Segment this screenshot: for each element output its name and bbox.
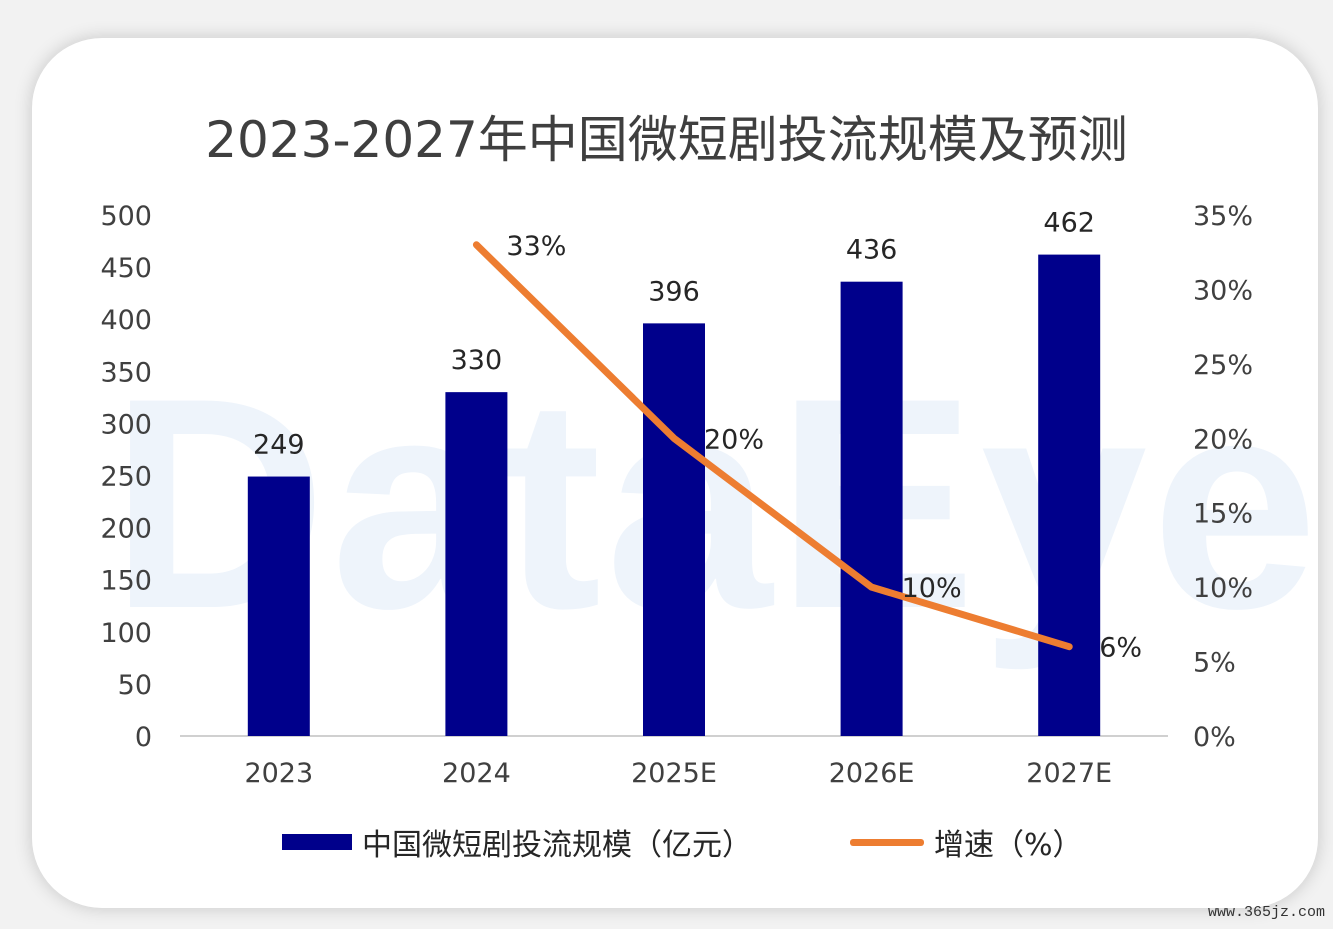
left-axis-tick-label: 50 [118, 670, 152, 701]
left-axis-tick-label: 400 [100, 305, 152, 336]
x-axis-tick-label: 2025E [631, 758, 717, 789]
left-axis-tick-label: 100 [100, 618, 152, 649]
legend-item-bar: 中国微短剧投流规模（亿元） [282, 820, 752, 864]
left-axis-tick-label: 450 [100, 253, 152, 284]
x-axis-tick-label: 2027E [1026, 758, 1112, 789]
left-axis-tick-label: 150 [100, 566, 152, 597]
left-axis-tick-label: 0 [135, 722, 152, 753]
bar-data-label: 330 [451, 345, 503, 376]
x-axis-tick-label: 2026E [829, 758, 915, 789]
line-data-label: 20% [704, 424, 764, 455]
right-axis-tick-label: 25% [1193, 350, 1253, 381]
left-axis-tick-label: 300 [100, 409, 152, 440]
bar [840, 281, 903, 736]
right-axis-tick-label: 5% [1193, 648, 1236, 679]
legend: 中国微短剧投流规模（亿元） 增速（%） [0, 820, 1333, 863]
bar [1038, 254, 1101, 736]
x-axis-tick-label: 2023 [244, 758, 313, 789]
legend-swatch-bar [282, 834, 352, 850]
line-data-label: 6% [1099, 633, 1142, 664]
bar-data-label: 436 [846, 235, 898, 266]
growth-line [472, 241, 1073, 651]
chart-title: 2023-2027年中国微短剧投流规模及预测 [205, 111, 1128, 169]
left-axis-tick-label: 200 [100, 514, 152, 545]
right-axis-tick-label: 10% [1193, 573, 1253, 604]
legend-item-line: 增速（%） [850, 820, 1083, 864]
watermark: DataEye [110, 335, 1323, 671]
bar-data-label: 462 [1043, 208, 1095, 239]
x-axis-tick-label: 2024 [442, 758, 511, 789]
legend-label-line: 增速（%） [934, 828, 1083, 863]
line-data-label: 10% [902, 573, 962, 604]
right-axis-tick-label: 30% [1193, 275, 1253, 306]
bar-data-label: 249 [253, 430, 305, 461]
bar [247, 476, 310, 736]
left-axis-tick-label: 350 [100, 357, 152, 388]
legend-swatch-line [850, 838, 924, 846]
left-axis-tick-label: 500 [100, 201, 152, 232]
left-axis-tick-label: 250 [100, 462, 152, 493]
line-data-label: 33% [506, 231, 566, 262]
site-url: www.365jz.com [1207, 904, 1325, 921]
right-axis-tick-label: 35% [1193, 201, 1253, 232]
bar-data-label: 396 [648, 276, 700, 307]
bar [445, 392, 508, 736]
right-axis-tick-label: 0% [1193, 722, 1236, 753]
legend-label-bar: 中国微短剧投流规模（亿元） [362, 828, 752, 863]
right-axis-tick-label: 20% [1193, 424, 1253, 455]
right-axis-tick-label: 15% [1193, 499, 1253, 530]
bar [643, 323, 705, 736]
